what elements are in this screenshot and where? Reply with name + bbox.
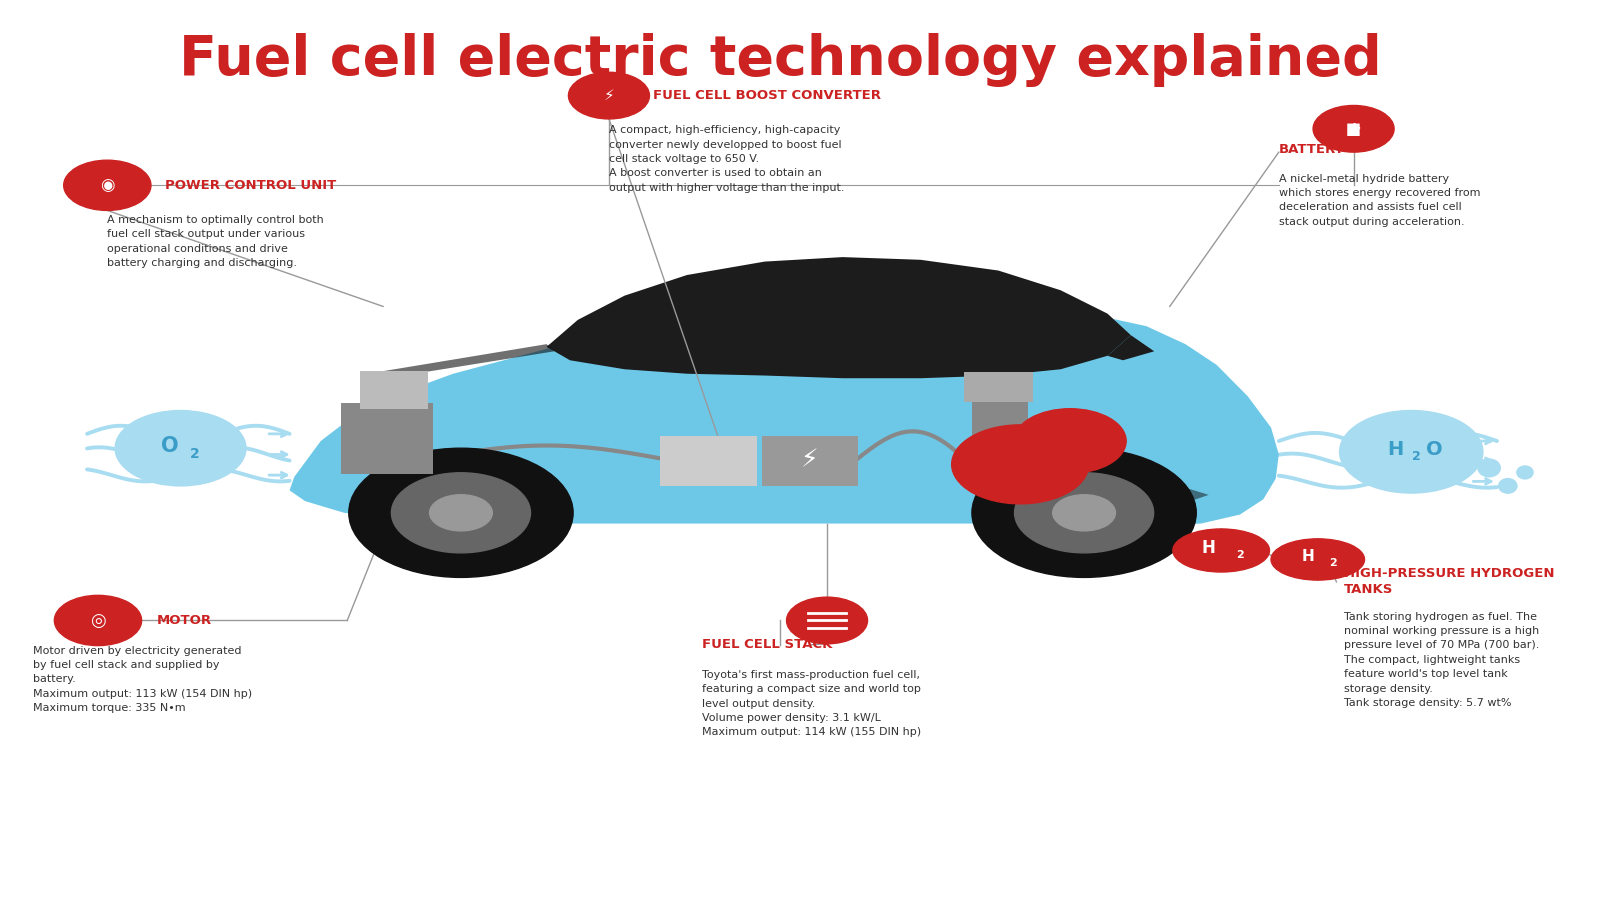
Text: MOTOR: MOTOR	[157, 614, 213, 627]
Polygon shape	[1154, 488, 1208, 506]
Circle shape	[1014, 472, 1154, 553]
Text: +: +	[1346, 120, 1362, 138]
Ellipse shape	[1517, 466, 1533, 479]
Polygon shape	[1107, 335, 1154, 360]
Circle shape	[1053, 495, 1115, 531]
Circle shape	[349, 448, 573, 578]
Text: POWER CONTROL UNIT: POWER CONTROL UNIT	[165, 179, 336, 192]
Text: HIGH-PRESSURE HYDROGEN
TANKS: HIGH-PRESSURE HYDROGEN TANKS	[1344, 567, 1555, 597]
Text: O: O	[1426, 439, 1443, 459]
FancyBboxPatch shape	[341, 403, 434, 474]
Circle shape	[1339, 410, 1483, 493]
Polygon shape	[368, 344, 555, 380]
Circle shape	[64, 160, 150, 211]
Circle shape	[54, 596, 141, 645]
Ellipse shape	[1499, 479, 1517, 493]
Ellipse shape	[1270, 539, 1365, 580]
Text: BATTERY: BATTERY	[1278, 143, 1346, 156]
Circle shape	[568, 72, 650, 119]
Circle shape	[429, 495, 493, 531]
Text: 2: 2	[1411, 450, 1421, 463]
Text: H: H	[1302, 549, 1315, 564]
Text: FUEL CELL BOOST CONVERTER: FUEL CELL BOOST CONVERTER	[653, 89, 880, 102]
Text: ▪: ▪	[1346, 117, 1362, 140]
FancyBboxPatch shape	[971, 400, 1029, 447]
Text: Fuel cell electric technology explained: Fuel cell electric technology explained	[179, 32, 1382, 86]
Text: H: H	[1202, 539, 1216, 557]
Polygon shape	[290, 300, 1278, 526]
FancyBboxPatch shape	[360, 371, 429, 409]
Text: ◎: ◎	[90, 611, 106, 629]
Text: 2: 2	[190, 446, 200, 461]
Circle shape	[971, 448, 1197, 578]
Text: Toyota's first mass-production fuel cell,
featuring a compact size and world top: Toyota's first mass-production fuel cell…	[702, 670, 922, 737]
Polygon shape	[547, 257, 1131, 378]
Text: Motor driven by electricity generated
by fuel cell stack and supplied by
battery: Motor driven by electricity generated by…	[32, 645, 251, 713]
Text: A compact, high-efficiency, high-capacity
converter newly developped to boost fu: A compact, high-efficiency, high-capacit…	[610, 125, 845, 193]
Polygon shape	[547, 320, 616, 349]
Text: ◉: ◉	[101, 176, 115, 194]
Text: ⚡: ⚡	[603, 88, 614, 104]
Text: Tank storing hydrogen as fuel. The
nominal working pressure is a high
pressure l: Tank storing hydrogen as fuel. The nomin…	[1344, 611, 1539, 708]
Text: 2: 2	[1330, 558, 1338, 568]
FancyBboxPatch shape	[965, 372, 1032, 402]
Text: H: H	[1387, 439, 1403, 459]
Circle shape	[1014, 409, 1126, 473]
Circle shape	[1314, 105, 1394, 152]
Circle shape	[392, 472, 531, 553]
Ellipse shape	[1478, 459, 1501, 477]
Text: ⚡: ⚡	[802, 449, 819, 473]
Ellipse shape	[1173, 529, 1269, 572]
FancyBboxPatch shape	[661, 436, 757, 486]
Text: A mechanism to optimally control both
fuel cell stack output under various
opera: A mechanism to optimally control both fu…	[107, 215, 325, 268]
FancyBboxPatch shape	[762, 436, 858, 486]
Text: A nickel-metal hydride battery
which stores energy recovered from
deceleration a: A nickel-metal hydride battery which sto…	[1278, 174, 1480, 227]
Circle shape	[787, 597, 867, 644]
Text: FUEL CELL STACK: FUEL CELL STACK	[702, 638, 832, 652]
Text: 2: 2	[1235, 550, 1243, 560]
Text: O: O	[162, 436, 179, 455]
Circle shape	[115, 410, 246, 486]
Circle shape	[952, 425, 1088, 504]
